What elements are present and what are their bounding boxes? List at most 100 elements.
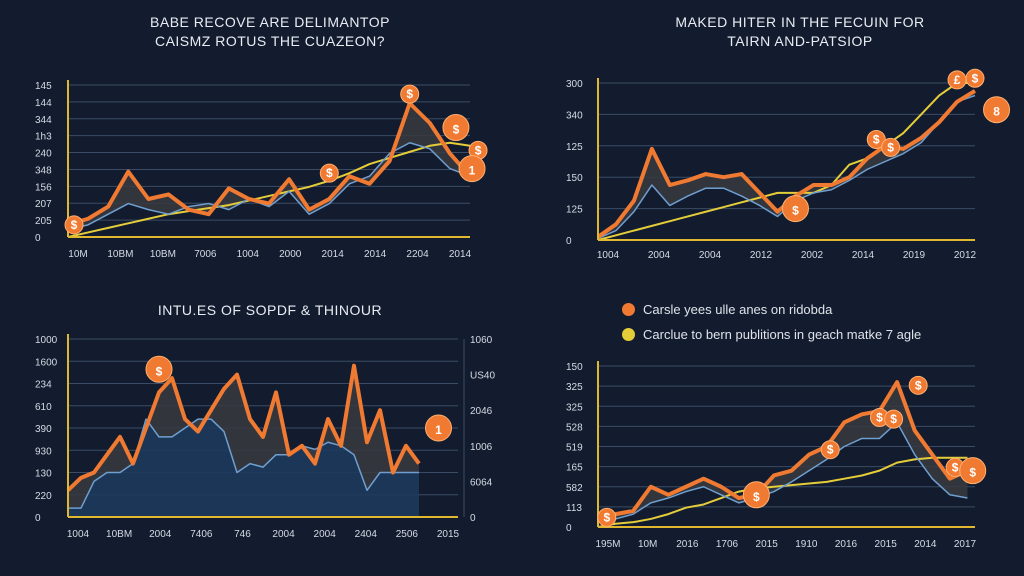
x-tick-label: 2014 [322,249,345,260]
y-tick-label: 150 [566,362,583,373]
legend-item-yellow: Carclue to bern publitions in geach matk… [622,327,921,342]
marker-label: $ [326,166,333,180]
y-tick-label: 125 [566,205,583,216]
dollar-marker-icon [884,409,904,429]
marker-label: $ [887,140,894,154]
x-tick-label: 2017 [954,539,977,550]
marker-label: $ [792,204,799,218]
x-tick-label: 746 [234,529,251,540]
yellow-series-line [597,82,975,241]
dollar-marker-icon [425,414,452,442]
y-tick-label: 390 [35,424,52,435]
x-tick-label: 2016 [835,539,858,550]
marker-label: $ [972,71,979,85]
y-tick-label: 113 [566,503,582,514]
y-tick-label: 145 [35,81,52,92]
dollar-marker-icon [442,114,470,142]
y-tick-label: 528 [566,422,583,433]
x-tick-label: 7006 [194,249,217,260]
dollar-marker-icon [458,155,486,183]
dollar-marker-icon [145,355,173,383]
orange-series-line [66,363,421,492]
marker-label: $ [952,460,959,474]
y-tick-label: 0 [35,513,41,524]
x-tick-label: 2014 [364,249,387,260]
y-tick-label: 130 [35,469,52,480]
y-tick-label: 207 [35,199,52,210]
marker-label: $ [156,364,163,378]
blue-series-line [597,421,968,523]
x-tick-label: 2014 [852,250,875,261]
x-tick-label: 7406 [190,529,213,540]
x-tick-label: 2004 [149,529,172,540]
x-tick-label: 2012 [954,250,977,261]
dollar-marker-icon [866,130,886,150]
marker-label: $ [475,143,482,157]
marker-label: $ [827,443,834,457]
marker-label: 1 [435,423,442,437]
y-tick-label: 325 [566,402,583,413]
x-tick-label: 2002 [801,250,824,261]
legend-item-orange: Carsle yees ulle anes on ridobda [622,302,832,317]
dollar-marker-icon [781,195,809,223]
band-fill [68,103,470,230]
y-tick-label: 0 [566,236,572,247]
x-tick-label: 2012 [750,250,773,261]
x-tick-label: 2004 [699,250,722,261]
y-tick-label: 348 [35,165,52,176]
dollar-marker-icon [965,68,985,88]
marker-label: $ [753,490,760,504]
dollar-marker-icon [908,375,928,395]
chart3-title: INTU.ES OF SOPDF & THINOUR [157,302,383,318]
x-tick-label: 2004 [314,529,337,540]
x-tick-label: 2016 [676,539,699,550]
x-tick-label: 10M [638,539,657,550]
x-tick-label: 2019 [903,250,926,261]
marker-label: $ [969,466,976,480]
blue-series-line [68,418,419,509]
y-tick-label: 156 [35,182,52,193]
x-tick-label: 2204 [406,249,429,260]
x-tick-label: 2004 [272,529,295,540]
marker-label: $ [406,87,413,101]
marker-label: 1 [469,164,476,178]
x-tick-label: 1706 [716,539,739,550]
x-tick-label: 1004 [597,250,620,261]
yellow-dot-icon [622,328,635,341]
y-tick-label: 240 [35,149,52,160]
x-tick-label: 2004 [648,250,671,261]
chart1-title: BABE RECOVE ARE DELIMANTOP CAISMZ ROTUS … [150,14,390,49]
chart2-title: MAKED HITER IN THE FECUIN FOR TAIRN AND-… [675,14,925,49]
y-tick-label: 0 [566,523,572,534]
x-tick-label: 2015 [437,529,460,540]
right-tick-label: 1006 [470,442,493,453]
right-tick-label: 0 [470,513,476,524]
chart-4: 0 113 582 165 519 528 325 325 150 195M 10M 2016 1706… [566,361,987,550]
x-tick-label: 2404 [355,529,378,540]
y-tick-label: 582 [566,483,583,494]
yellow-series-line [67,141,471,238]
y-tick-label: 144 [35,98,52,109]
marker-label: $ [915,378,922,392]
x-tick-label: 2014 [914,539,937,550]
marker-label: £ [954,73,961,87]
marker-label: $ [876,411,883,425]
dollar-marker-icon [319,163,339,183]
x-tick-label: 2015 [875,539,898,550]
y-tick-label: 220 [35,491,52,502]
x-tick-label: 10BM [107,249,133,260]
marker-label: $ [71,218,78,232]
y-tick-label: 150 [566,173,583,184]
x-tick-label: 2015 [756,539,779,550]
y-tick-label: 1h3 [35,132,52,143]
marker-label: $ [890,412,897,426]
y-tick-label: 930 [35,446,52,457]
y-tick-label: 205 [35,216,52,227]
dollar-marker-icon [64,215,84,235]
y-tick-label: 340 [566,110,583,121]
right-tick-label: 2046 [470,406,493,417]
chart-2: 0 125 150 125 340 300 1004 2004 2004 2012 2002 2014… [566,68,1011,261]
x-tick-label: 2014 [449,249,472,260]
orange-dot-icon [622,303,635,316]
